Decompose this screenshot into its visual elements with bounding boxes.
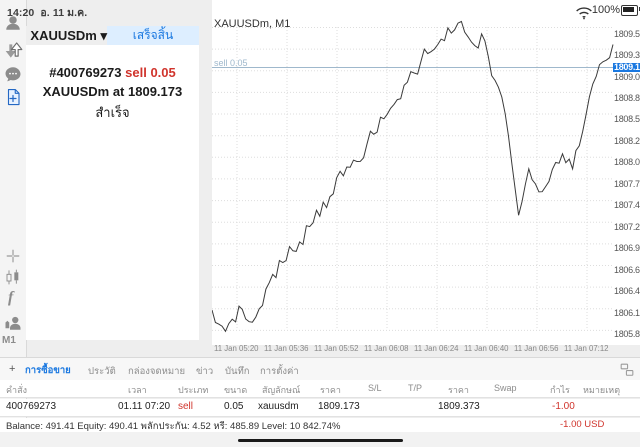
svg-text:f: f — [8, 289, 15, 306]
